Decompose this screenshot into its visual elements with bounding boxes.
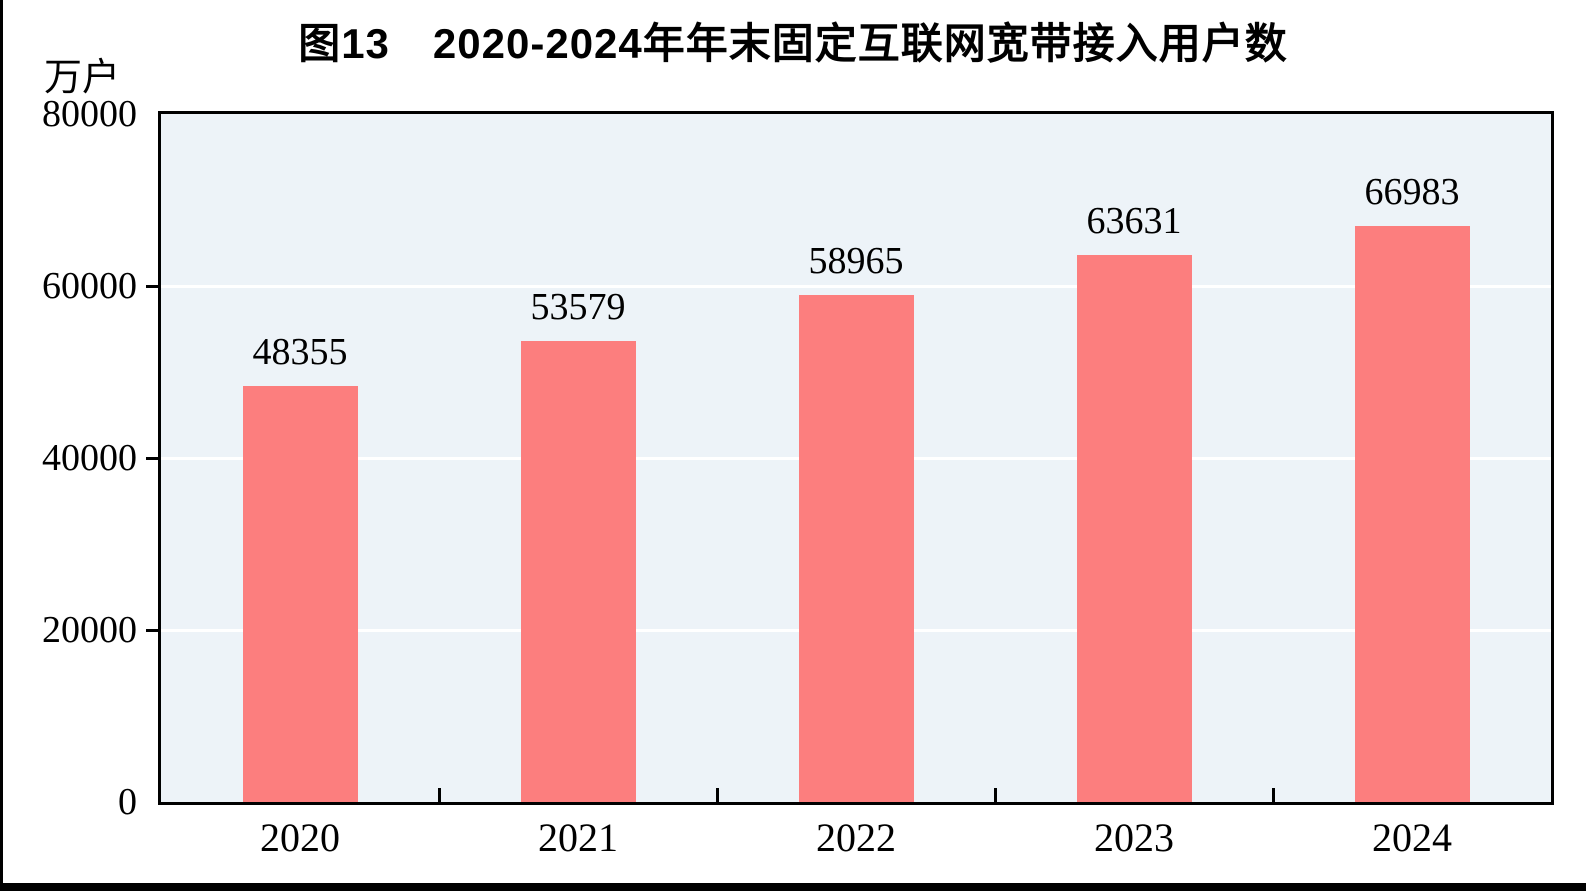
y-axis-tick: [146, 456, 161, 460]
gridline-60000: [161, 284, 1551, 288]
x-tick-label-2022: 2022: [816, 815, 896, 860]
page-left-border: [0, 0, 3, 891]
y-tick-label-0: 0: [118, 781, 137, 823]
plot-area: 48355 53579 58965 63631 66983: [158, 111, 1554, 805]
y-tick-label-20000: 20000: [42, 609, 137, 651]
x-axis-tick: [993, 788, 997, 802]
x-tick-label-2021: 2021: [538, 815, 618, 860]
bar-2023: [1076, 254, 1192, 802]
bar-value-label-2020: 48355: [252, 331, 348, 374]
x-axis-tick: [715, 788, 719, 802]
chart-title: 图13 2020-2024年年末固定互联网宽带接入用户数: [298, 20, 1288, 67]
x-tick-label-2024: 2024: [1372, 815, 1452, 860]
page-bottom-border: [0, 883, 1586, 891]
y-axis-tick: [146, 284, 161, 288]
y-axis-tick: [146, 628, 161, 632]
bar-value-label-2024: 66983: [1364, 170, 1460, 213]
x-tick-label-2023: 2023: [1094, 815, 1174, 860]
x-axis-tick: [437, 788, 441, 802]
x-tick-label-2020: 2020: [260, 815, 340, 860]
x-axis-tick: [1271, 788, 1275, 802]
bar-2020: [242, 386, 358, 802]
bar-2022: [798, 294, 914, 802]
y-axis-unit-label: 万户: [44, 57, 121, 99]
bar-value-label-2023: 63631: [1086, 199, 1182, 242]
bar-value-label-2022: 58965: [808, 239, 904, 282]
y-tick-label-60000: 60000: [42, 265, 137, 307]
bar-2021: [520, 341, 636, 802]
y-tick-label-40000: 40000: [42, 437, 137, 479]
y-tick-label-80000: 80000: [42, 93, 137, 135]
bar-value-label-2021: 53579: [530, 286, 626, 329]
bar-2024: [1354, 225, 1470, 802]
